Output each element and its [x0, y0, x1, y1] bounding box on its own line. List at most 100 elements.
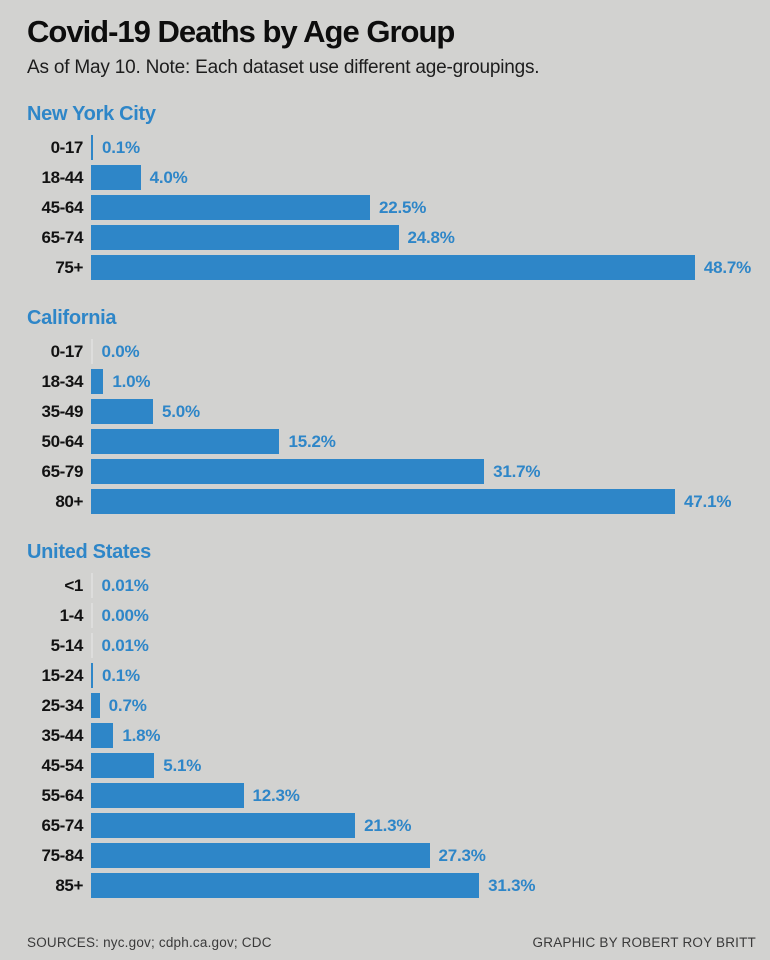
bar-row: 18-34 1.0% — [0, 367, 770, 397]
bar — [91, 339, 93, 365]
bar-track: 0.1% — [91, 135, 770, 161]
bar-row: 25-34 0.7% — [0, 691, 770, 721]
bar-track: 24.8% — [91, 225, 770, 251]
page-title: Covid-19 Deaths by Age Group — [27, 14, 455, 49]
row-label: 65-74 — [41, 815, 84, 835]
row-label: 18-34 — [41, 371, 84, 391]
bar-row: 65-74 24.8% — [0, 223, 770, 253]
section-title: United States — [27, 540, 151, 563]
bar-track: 22.5% — [91, 195, 770, 221]
bar-track: 12.3% — [91, 783, 770, 809]
bar-track: 0.1% — [91, 663, 770, 689]
page-subtitle: As of May 10. Note: Each dataset use dif… — [27, 56, 540, 78]
bar — [91, 489, 676, 515]
bar-track: 0.01% — [91, 573, 770, 599]
bar-track: 31.3% — [91, 873, 770, 899]
bar-track: 1.0% — [91, 369, 770, 395]
bar-row: 65-79 31.7% — [0, 457, 770, 487]
bar-value: 22.5% — [379, 198, 427, 218]
bar-value: 31.3% — [488, 876, 536, 896]
bar-value: 48.7% — [703, 258, 752, 278]
bar-value: 0.01% — [101, 636, 149, 656]
bar-value: 0.1% — [102, 138, 140, 158]
chart-section: California 0-17 0.0% 18-34 1.0% 35-49 5.0% 50-6… — [0, 307, 770, 517]
bar-value: 0.7% — [108, 696, 147, 716]
row-label: 85+ — [55, 875, 83, 895]
bar — [91, 165, 141, 191]
section-title: California — [27, 306, 117, 329]
bar-value: 24.8% — [407, 228, 455, 248]
bar — [91, 603, 93, 629]
bar-value: 0.00% — [101, 606, 149, 626]
bar-row: 55-64 12.3% — [0, 781, 770, 811]
credit-note: GRAPHIC BY ROBERT ROY BRITT — [532, 935, 756, 950]
section-title: New York City — [27, 102, 156, 125]
bar-value: 0.1% — [102, 666, 140, 686]
bar-row: 80+ 47.1% — [0, 487, 770, 517]
row-label: 65-79 — [41, 461, 84, 481]
bar-track: 0.00% — [91, 603, 770, 629]
bar — [91, 843, 430, 869]
row-label: <1 — [64, 575, 83, 595]
row-label: 45-64 — [41, 197, 84, 217]
chart-sections: New York City 0-17 0.1% 18-44 4.0% 45-64 22.5%… — [0, 103, 770, 901]
bar-row: 50-64 15.2% — [0, 427, 770, 457]
bar-value: 1.0% — [112, 372, 151, 392]
bar-value: 5.1% — [163, 756, 202, 776]
bar — [91, 255, 695, 281]
bar-row: <1 0.01% — [0, 571, 770, 601]
row-label: 65-74 — [41, 227, 84, 247]
bar-track: 0.01% — [91, 633, 770, 659]
bar-value: 4.0% — [149, 168, 188, 188]
row-label: 1-4 — [59, 605, 84, 625]
bar-row: 35-44 1.8% — [0, 721, 770, 751]
row-label: 15-24 — [41, 665, 84, 685]
bar — [91, 225, 399, 251]
bar — [91, 753, 155, 779]
bar — [91, 693, 100, 719]
bar-row: 75-84 27.3% — [0, 841, 770, 871]
bar-value: 0.01% — [101, 576, 149, 596]
bar-row: 85+ 31.3% — [0, 871, 770, 901]
bar-track: 0.0% — [91, 339, 770, 365]
bar-track: 27.3% — [91, 843, 770, 869]
bar-row: 15-24 0.1% — [0, 661, 770, 691]
bar-track: 1.8% — [91, 723, 770, 749]
bar — [91, 369, 104, 395]
chart-section: New York City 0-17 0.1% 18-44 4.0% 45-64 22.5%… — [0, 103, 770, 283]
row-label: 75-84 — [41, 845, 84, 865]
bar — [91, 399, 153, 425]
row-label: 35-44 — [41, 725, 84, 745]
bar-track: 0.7% — [91, 693, 770, 719]
bar — [91, 633, 93, 659]
bar-row: 0-17 0.1% — [0, 133, 770, 163]
bar-row: 1-4 0.00% — [0, 601, 770, 631]
row-label: 0-17 — [50, 341, 84, 361]
bar-track: 4.0% — [91, 165, 770, 191]
bar-row: 35-49 5.0% — [0, 397, 770, 427]
bar-value: 31.7% — [493, 462, 541, 482]
bar-row: 65-74 21.3% — [0, 811, 770, 841]
chart-footer: SOURCES: nyc.gov; cdph.ca.gov; CDC GRAPH… — [27, 935, 756, 950]
bar-value: 12.3% — [252, 786, 300, 806]
bar-track: 5.1% — [91, 753, 770, 779]
chart-section: United States <1 0.01% 1-4 0.00% 5-14 0.01% 15-… — [0, 541, 770, 901]
row-label: 80+ — [55, 491, 83, 511]
bar — [91, 783, 244, 809]
bar-value: 21.3% — [364, 816, 412, 836]
row-label: 0-17 — [50, 137, 84, 157]
row-label: 55-64 — [41, 785, 84, 805]
source-note: SOURCES: nyc.gov; cdph.ca.gov; CDC — [27, 935, 272, 950]
row-label: 18-44 — [41, 167, 84, 187]
bar — [91, 195, 370, 221]
bar — [91, 135, 93, 161]
bar-track: 48.7% — [91, 255, 770, 281]
bar-track: 47.1% — [91, 489, 770, 515]
bar — [91, 459, 485, 485]
row-label: 75+ — [55, 257, 83, 277]
bar-row: 45-64 22.5% — [0, 193, 770, 223]
bar-track: 21.3% — [91, 813, 770, 839]
bar-row: 75+ 48.7% — [0, 253, 770, 283]
row-label: 50-64 — [41, 431, 84, 451]
bar — [91, 429, 280, 455]
